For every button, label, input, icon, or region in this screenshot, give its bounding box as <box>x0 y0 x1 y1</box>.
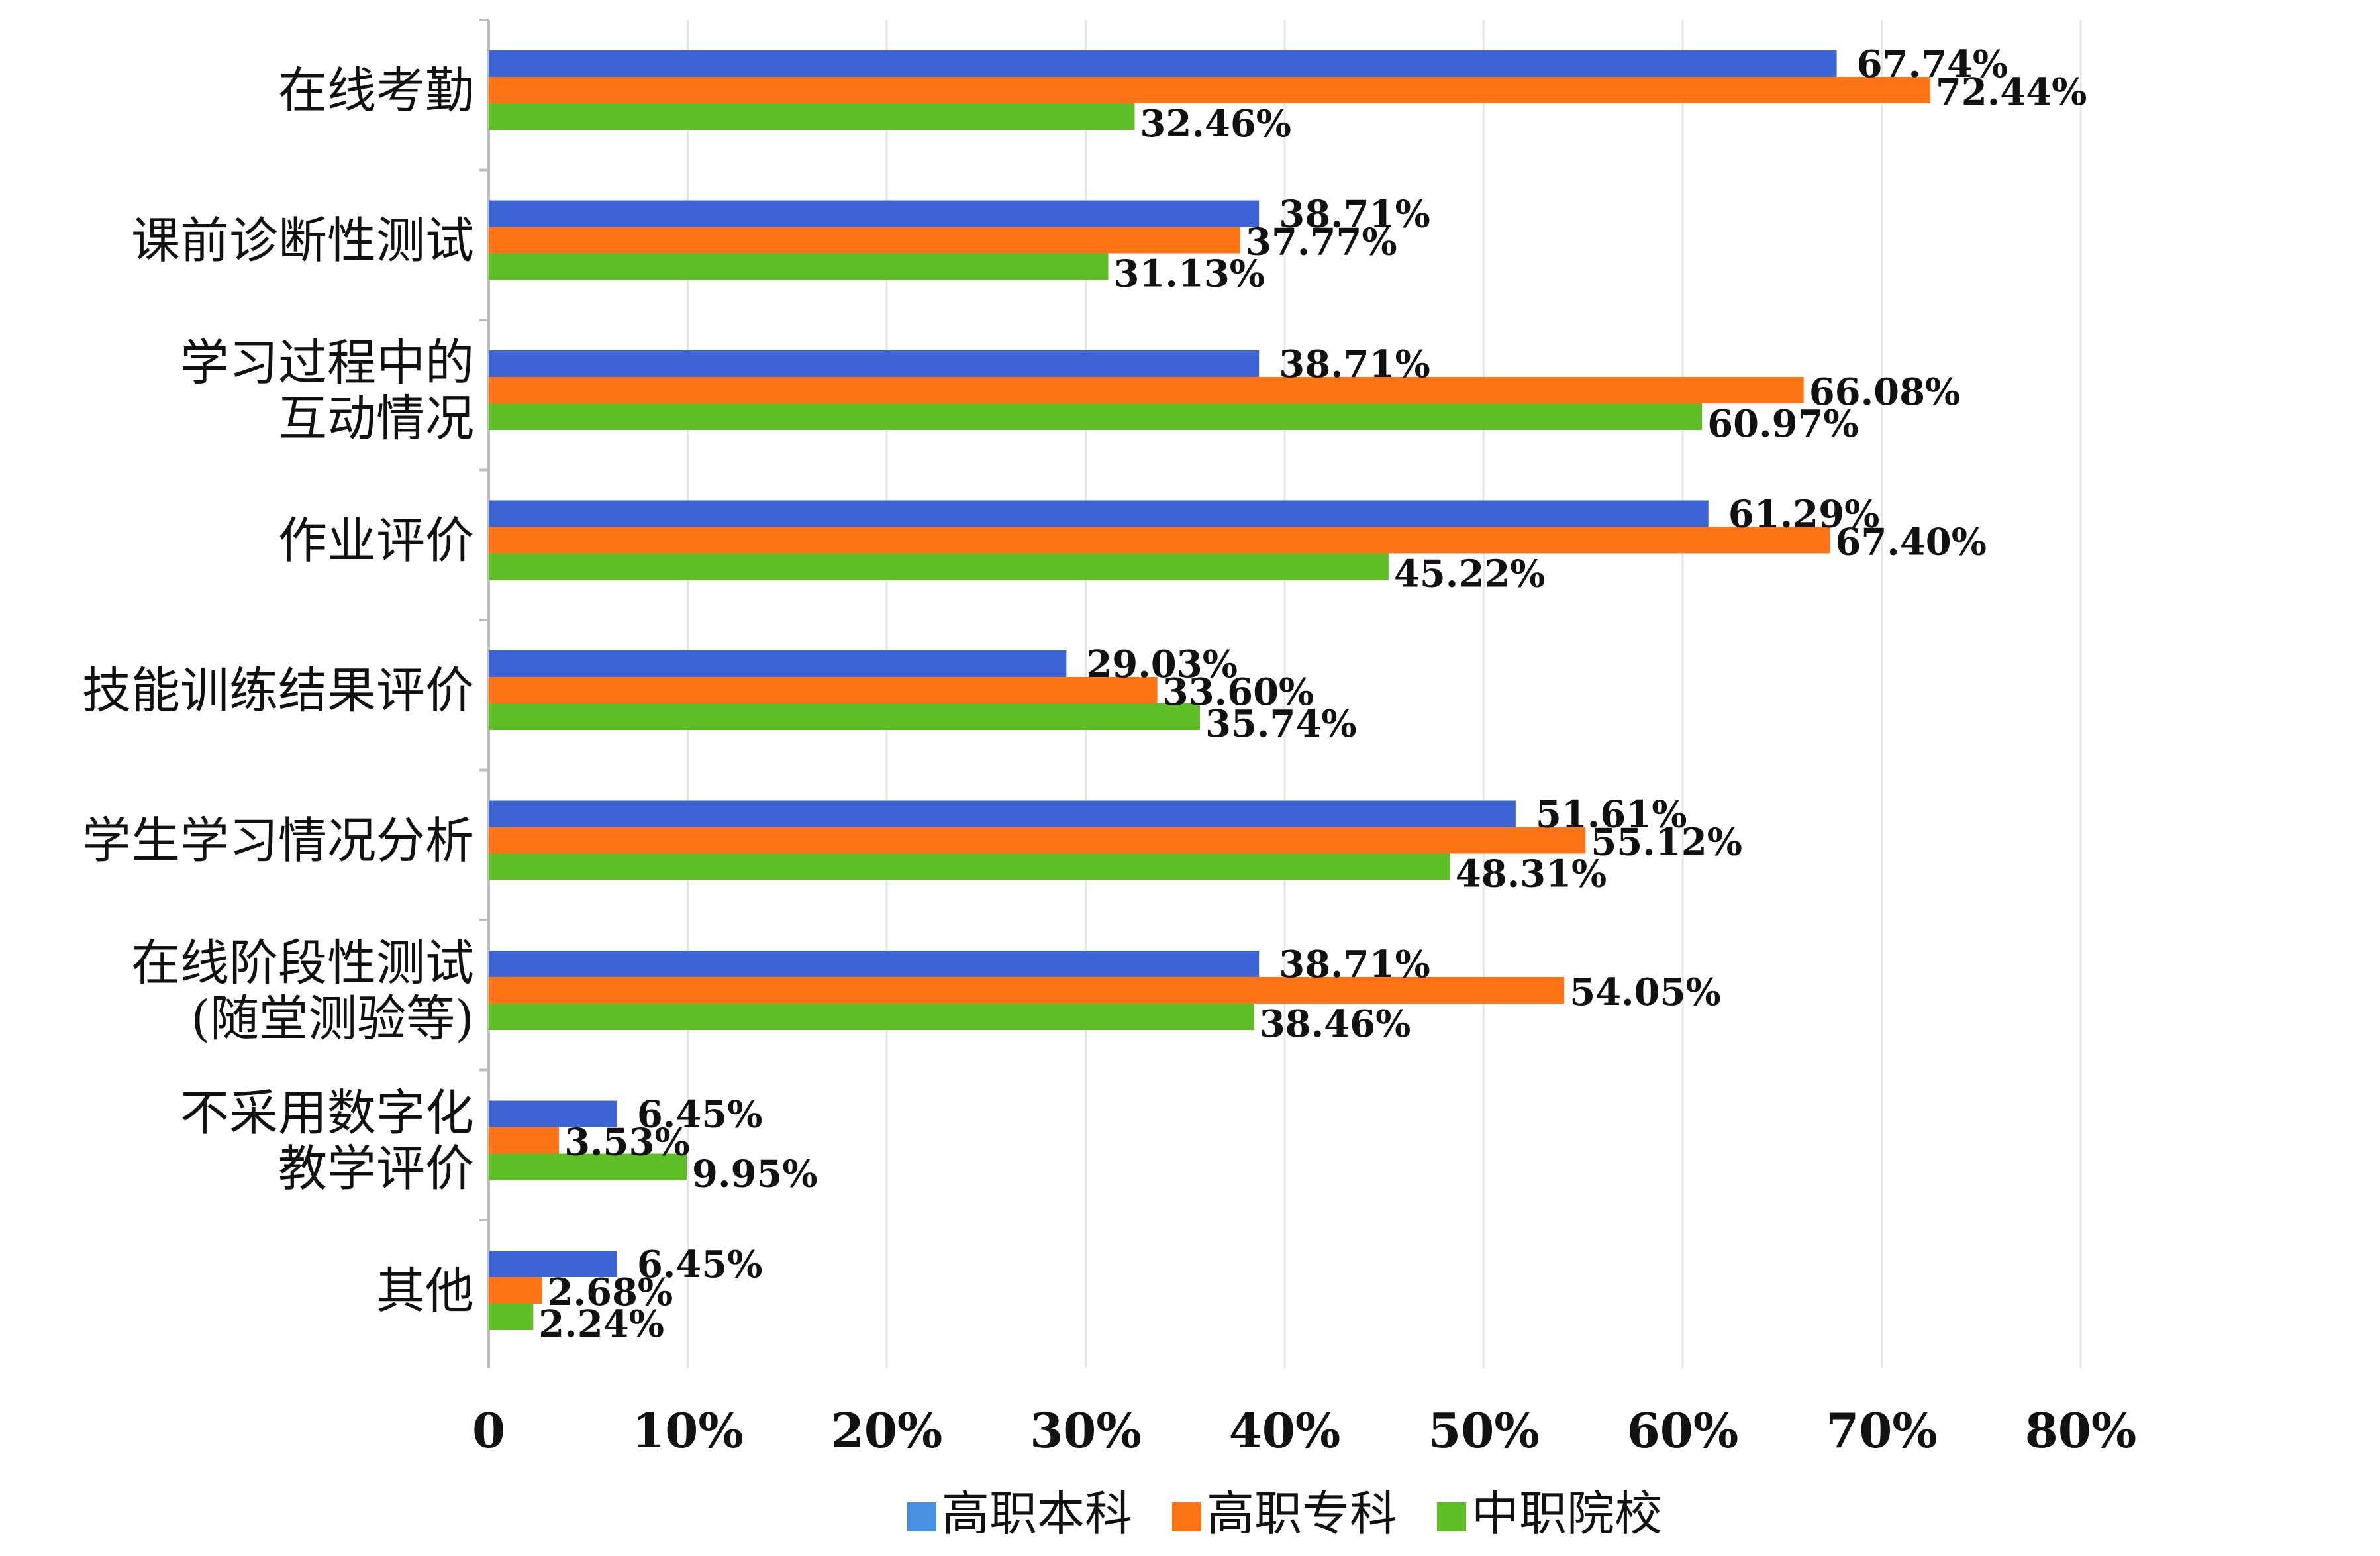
data-label: 37.77% <box>1246 221 1397 264</box>
bar-2-2 <box>489 227 1240 254</box>
bar-2-5 <box>489 677 1158 703</box>
category-label: 不采用数字化 <box>180 1085 474 1142</box>
x-tick-label: 40% <box>1229 1402 1341 1459</box>
data-label: 38.71% <box>1279 193 1430 236</box>
data-label: 54.05% <box>1569 970 1721 1014</box>
category-label: 教学评价 <box>278 1141 474 1198</box>
legend-label: 高职专科 <box>1207 1486 1397 1541</box>
data-label: 32.46% <box>1140 102 1291 146</box>
bar-2-4 <box>489 527 1830 554</box>
data-label: 45.22% <box>1394 552 1546 596</box>
bar-1-4 <box>489 500 1709 527</box>
legend-label: 高职本科 <box>942 1486 1132 1541</box>
data-label: 38.71% <box>1279 342 1430 386</box>
data-label: 67.74% <box>1857 42 2008 86</box>
data-label: 35.74% <box>1205 702 1357 746</box>
legend-label: 中职院校 <box>1471 1486 1662 1541</box>
legend-swatch <box>1172 1502 1201 1531</box>
category-label: 在线考勤 <box>278 62 474 119</box>
legend-swatch <box>907 1502 936 1531</box>
bar-2-6 <box>489 827 1586 854</box>
bar-3-3 <box>489 403 1703 430</box>
bar-2-8 <box>489 1127 560 1154</box>
bar-3-2 <box>489 253 1109 280</box>
x-tick-label: 0 <box>472 1402 505 1459</box>
data-label: 29.03% <box>1086 643 1238 686</box>
data-labels: 67.74%72.44%32.46%38.71%37.77%31.13%38.7… <box>538 42 2087 1346</box>
bars <box>489 50 1930 1330</box>
bar-2-7 <box>489 977 1565 1004</box>
data-label: 72.44% <box>1936 70 2087 114</box>
y-axis <box>479 19 490 1368</box>
category-label: 学生学习情况分析 <box>82 813 474 870</box>
x-tick-label: 20% <box>831 1402 943 1459</box>
data-label: 38.46% <box>1260 1002 1411 1046</box>
data-label: 31.13% <box>1113 252 1265 296</box>
x-axis-tick-labels: 0 10% 20% 30% 40% 50% 60% 70% 80% <box>472 1402 2136 1459</box>
x-tick-label: 10% <box>632 1402 744 1459</box>
x-tick-label: 80% <box>2025 1402 2137 1459</box>
bar-2-3 <box>489 377 1804 403</box>
x-tick-label: 30% <box>1030 1402 1142 1459</box>
bar-3-8 <box>489 1153 687 1180</box>
x-tick-label: 50% <box>1428 1402 1540 1459</box>
data-label: 38.71% <box>1279 943 1430 986</box>
bar-3-1 <box>489 103 1135 130</box>
data-label: 60.97% <box>1707 402 1859 446</box>
bar-2-9 <box>489 1277 542 1304</box>
category-label: (随堂测验等) <box>191 990 474 1047</box>
category-label: 学习过程中的 <box>180 335 474 391</box>
data-label: 51.61% <box>1536 793 1687 837</box>
x-tick-label: 70% <box>1826 1402 1938 1459</box>
bar-3-9 <box>489 1304 534 1330</box>
data-label: 55.12% <box>1591 821 1742 864</box>
category-label: 其他 <box>376 1263 474 1320</box>
data-label: 6.45% <box>637 1093 763 1137</box>
data-label: 3.53% <box>564 1121 690 1165</box>
data-label: 48.31% <box>1456 853 1607 896</box>
category-label: 课前诊断性测试 <box>131 213 474 270</box>
bar-3-7 <box>489 1004 1254 1030</box>
data-label: 66.08% <box>1809 370 1961 414</box>
bar-1-2 <box>489 200 1260 227</box>
x-tick-label: 60% <box>1627 1402 1739 1459</box>
data-label: 2.68% <box>548 1271 673 1314</box>
category-labels: 在线考勤课前诊断性测试学习过程中的互动情况作业评价技能训练结果评价学生学习情况分… <box>82 62 474 1320</box>
data-label: 6.45% <box>637 1243 763 1286</box>
bar-1-3 <box>489 350 1260 377</box>
bar-1-5 <box>489 650 1067 677</box>
data-label: 33.60% <box>1163 670 1314 714</box>
category-label: 互动情况 <box>278 390 474 447</box>
bar-2-1 <box>489 77 1930 103</box>
bar-1-1 <box>489 50 1837 77</box>
data-label: 2.24% <box>538 1302 664 1346</box>
category-label: 作业评价 <box>278 513 474 570</box>
bar-3-6 <box>489 853 1450 880</box>
bar-1-9 <box>489 1251 617 1277</box>
bar-1-6 <box>489 800 1516 827</box>
category-label: 在线阶段性测试 <box>131 935 474 992</box>
data-label: 61.29% <box>1728 493 1880 537</box>
bar-3-4 <box>489 553 1389 580</box>
bar-3-5 <box>489 703 1200 730</box>
category-label: 技能训练结果评价 <box>82 662 474 719</box>
data-label: 9.95% <box>692 1153 818 1196</box>
legend: 高职本科 高职专科 中职院校 <box>907 1486 1662 1541</box>
data-label: 67.40% <box>1835 521 1987 564</box>
bar-1-8 <box>489 1100 617 1127</box>
legend-swatch <box>1437 1502 1466 1531</box>
bar-1-7 <box>489 951 1260 977</box>
